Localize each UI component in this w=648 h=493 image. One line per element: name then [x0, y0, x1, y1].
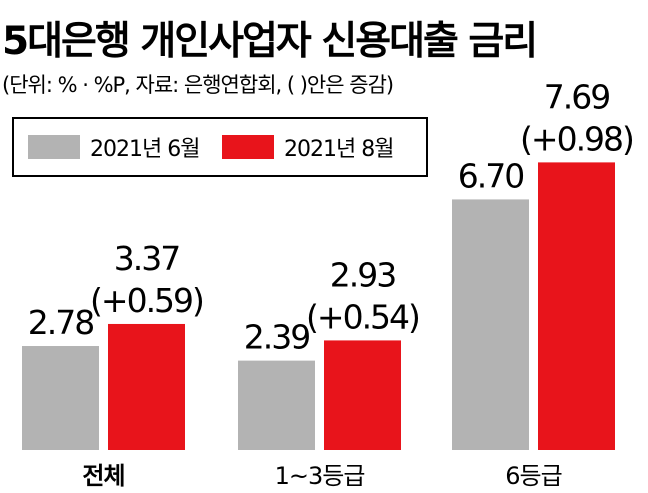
bar-s1-0 — [108, 323, 185, 450]
value-label-s1-0: 3.37 — [114, 239, 179, 278]
category-label-2: 6등급 — [505, 462, 561, 490]
legend-swatch-june — [28, 135, 80, 159]
value-label-s1-1: 2.93 — [330, 255, 395, 294]
legend-swatch-august — [222, 135, 274, 159]
bar-s0-2 — [452, 199, 529, 450]
bar-s1-2 — [538, 162, 615, 451]
change-label-0: (+0.59) — [90, 281, 203, 320]
bar-s0-0 — [22, 346, 99, 450]
legend-label-june: 2021년 6월 — [90, 137, 200, 162]
category-label-0: 전체 — [82, 462, 124, 490]
value-label-s0-1: 2.39 — [244, 318, 309, 357]
legend-item-august: 2021년 8월 — [222, 119, 394, 175]
value-label-s0-2: 6.70 — [458, 156, 523, 195]
category-label-1: 1~3등급 — [275, 462, 365, 490]
value-label-s0-0: 2.78 — [28, 303, 93, 342]
value-label-s1-2: 7.69 — [544, 77, 609, 116]
change-label-2: (+0.98) — [520, 119, 633, 158]
bar-s1-1 — [324, 340, 401, 450]
chart-subtitle: (단위: % · %P, 자료: 은행연합회, ( )안은 증감) — [2, 73, 394, 97]
bar-s0-1 — [238, 360, 315, 450]
legend-label-august: 2021년 8월 — [284, 137, 394, 162]
legend: 2021년 6월 2021년 8월 — [12, 117, 428, 177]
legend-item-june: 2021년 6월 — [28, 119, 200, 175]
change-label-1: (+0.54) — [306, 297, 419, 336]
chart-title: 5대은행 개인사업자 신용대출 금리 — [2, 19, 538, 64]
